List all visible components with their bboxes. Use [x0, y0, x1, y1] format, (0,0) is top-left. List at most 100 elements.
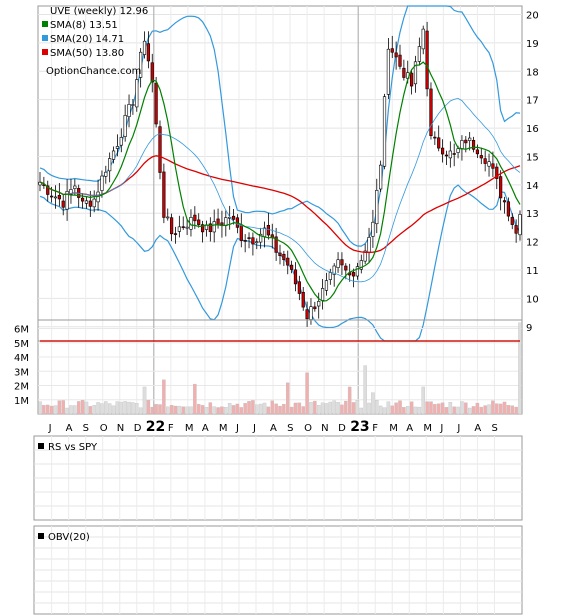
obv-grid — [34, 526, 522, 614]
price-tick-label: 17 — [526, 96, 539, 107]
volume-bar — [96, 402, 100, 415]
x-tick-label: N — [117, 423, 124, 434]
price-tick-label: 9 — [526, 323, 532, 334]
candle-body — [243, 240, 247, 242]
x-tick-label: O — [304, 423, 312, 434]
volume-bar — [433, 404, 437, 415]
volume-bar — [258, 403, 263, 415]
volume-bar — [413, 406, 418, 415]
candle-body — [53, 196, 58, 199]
candle-body — [344, 265, 348, 271]
candle-body — [290, 264, 294, 270]
volume-bar — [111, 405, 116, 415]
volume-bar — [185, 406, 189, 415]
volume-bar — [375, 400, 379, 415]
candle-body — [452, 153, 456, 155]
candle-body — [259, 233, 263, 243]
volume-bar — [135, 403, 139, 415]
candle-body — [104, 171, 108, 177]
x-tick-label: S — [83, 423, 89, 434]
x-tick-label: F — [168, 423, 174, 434]
candle-body — [208, 223, 212, 233]
x-tick-label: O — [100, 423, 108, 434]
rs-grid — [34, 436, 522, 520]
candle-body — [197, 219, 201, 225]
candle-body — [437, 137, 441, 149]
candle-body — [278, 252, 282, 256]
candle-body — [371, 221, 375, 237]
volume-bar — [483, 405, 487, 415]
candle-body — [433, 136, 437, 139]
volume-bar — [173, 405, 178, 415]
volume-bar — [88, 406, 93, 415]
candle-body — [394, 52, 398, 58]
volume-bar — [378, 405, 383, 415]
volume-bar — [227, 403, 232, 415]
volume-bar — [491, 400, 495, 415]
volume-bar — [452, 406, 456, 415]
volume-bar — [189, 406, 193, 415]
x-tick-label: N — [321, 423, 328, 434]
candle-body — [216, 218, 220, 226]
candle-body — [410, 72, 414, 87]
volume-tick-label: 4M — [14, 353, 29, 364]
rs-legend: RS vs SPY — [48, 442, 98, 453]
volume-bar — [251, 400, 255, 415]
candle-body — [108, 158, 112, 172]
volume-bar — [510, 405, 515, 415]
legend-sma8: SMA(8) 13.51 — [50, 20, 118, 31]
date-axis: J A S O N D 22 F M A M J J A S O N D 23 F M A M J J A S — [48, 419, 498, 435]
x-tick-label: S — [491, 423, 497, 434]
volume-bar — [340, 404, 344, 415]
candle-body — [464, 139, 468, 144]
volume-bar — [320, 402, 325, 415]
candle-body — [506, 201, 510, 217]
candle-body — [282, 253, 286, 260]
price-tick-label: 15 — [526, 152, 539, 163]
candle-body — [425, 30, 429, 90]
volume-bar — [165, 406, 170, 415]
candle-body — [390, 48, 394, 53]
volume-bar — [409, 401, 414, 415]
candle-body — [448, 150, 452, 159]
volume-bar — [417, 406, 422, 415]
candle-body — [456, 148, 460, 153]
candle-body — [247, 237, 251, 239]
candle-body — [471, 139, 476, 150]
candle-body — [73, 185, 77, 189]
legend-sma20: SMA(20) 14.71 — [50, 34, 124, 45]
legend-swatch-sma50 — [42, 49, 48, 55]
candle-body — [139, 51, 143, 78]
candle-body — [317, 301, 321, 307]
volume-bar — [487, 404, 491, 415]
volume-bar — [363, 365, 367, 415]
volume-bar — [405, 406, 410, 415]
volume-bar — [289, 406, 294, 415]
volume-bar — [336, 402, 340, 415]
volume-bar — [448, 402, 453, 415]
candle-body — [154, 82, 158, 125]
candle-body — [359, 260, 363, 270]
volume-bar — [57, 400, 62, 415]
candle-body — [417, 46, 421, 62]
x-tick-label: M — [423, 423, 432, 434]
candle-body — [336, 259, 340, 268]
candle-body — [320, 288, 325, 301]
x-tick-label: F — [372, 423, 378, 434]
price-y-axis: 9 10 11 12 13 14 15 16 17 18 19 20 — [526, 11, 539, 334]
volume-tick-label: 5M — [14, 339, 29, 350]
candle-body — [193, 214, 197, 222]
candle-body — [57, 194, 61, 200]
x-tick-label: 22 — [146, 419, 165, 435]
volume-bar — [347, 386, 352, 415]
price-tick-label: 16 — [526, 124, 539, 135]
candle-body — [111, 150, 116, 160]
chart-title: UVE (weekly) 12.96 — [50, 6, 148, 17]
candle-body — [491, 163, 495, 169]
candle-body — [262, 227, 267, 237]
obv-legend-swatch — [38, 533, 44, 539]
volume-bar — [344, 400, 348, 415]
moving-averages — [39, 61, 521, 302]
volume-bar — [301, 406, 305, 415]
